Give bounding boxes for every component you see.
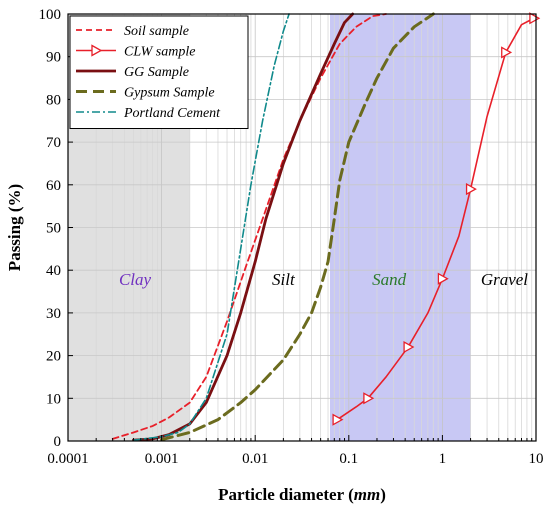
y-tick-label: 100: [39, 7, 62, 23]
x-tick-label: 10: [529, 451, 544, 467]
y-tick-label: 60: [46, 178, 61, 194]
series-point-clw-sample: [529, 12, 541, 25]
series-line-gg-sample: [132, 12, 355, 442]
x-axis-title-text: Particle diameter: [218, 485, 344, 504]
y-axis-title: Passing (%): [5, 184, 24, 271]
x-tick-label: 0.0001: [47, 451, 88, 467]
axis-titles: Particle diameter (mm) Passing (%): [5, 184, 386, 504]
series-point-clw-sample: [465, 182, 477, 196]
y-tick-label: 0: [54, 434, 62, 450]
x-tick-label: 1: [439, 451, 447, 467]
y-tick-label: 30: [46, 306, 61, 322]
series-point-clw-sample: [501, 46, 513, 59]
y-tick-label: 90: [46, 50, 61, 66]
legend: Soil sample CLW sample GG Sample Gypsum Sam…: [69, 15, 249, 129]
legend-label-soil-sample: Soil sample: [124, 24, 189, 39]
legend-label-clw-sample: CLW sample: [124, 45, 195, 60]
x-tick-label: 0.1: [339, 451, 358, 467]
legend-label-gypsum-sample: Gypsum Sample: [124, 86, 215, 101]
x-axis-title: Particle diameter (mm): [218, 485, 386, 504]
x-tick-label: 0.01: [242, 451, 268, 467]
y-tick-label: 80: [46, 92, 61, 108]
region-label-gravel: Gravel: [481, 270, 528, 289]
y-tick-label: 40: [46, 263, 61, 279]
series-point-clw-sample: [363, 392, 375, 405]
series-point-clw-sample: [403, 340, 415, 354]
legend-label-gg-sample: GG Sample: [124, 65, 189, 80]
series-line-soil-sample: [111, 13, 387, 440]
region-labels: Clay Silt Sand Gravel: [119, 270, 528, 289]
axes: [67, 13, 537, 442]
series-line-portland-cement: [132, 13, 290, 441]
series-point-clw-sample: [332, 413, 344, 426]
region-label-silt: Silt: [272, 270, 296, 289]
legend-label-portland-cement: Portland Cement: [123, 106, 221, 121]
y-tick-label: 50: [46, 221, 61, 237]
x-tick-label: 0.001: [145, 451, 179, 467]
series-lines: [111, 12, 541, 442]
series-point-clw-sample: [437, 272, 449, 285]
legend-marker-clw-sample: [91, 44, 103, 57]
tick-labels: 0.0001 0.001 0.01 0.1 1 100102030405060708090…: [39, 7, 544, 467]
region-label-sand: Sand: [372, 270, 407, 289]
y-tick-label: 20: [46, 349, 61, 365]
region-label-clay: Clay: [119, 270, 152, 289]
x-axis-unit: mm: [354, 485, 380, 504]
y-tick-label: 10: [46, 391, 61, 407]
series-line-gypsum-sample: [160, 12, 435, 442]
y-tick-label: 70: [46, 135, 61, 151]
